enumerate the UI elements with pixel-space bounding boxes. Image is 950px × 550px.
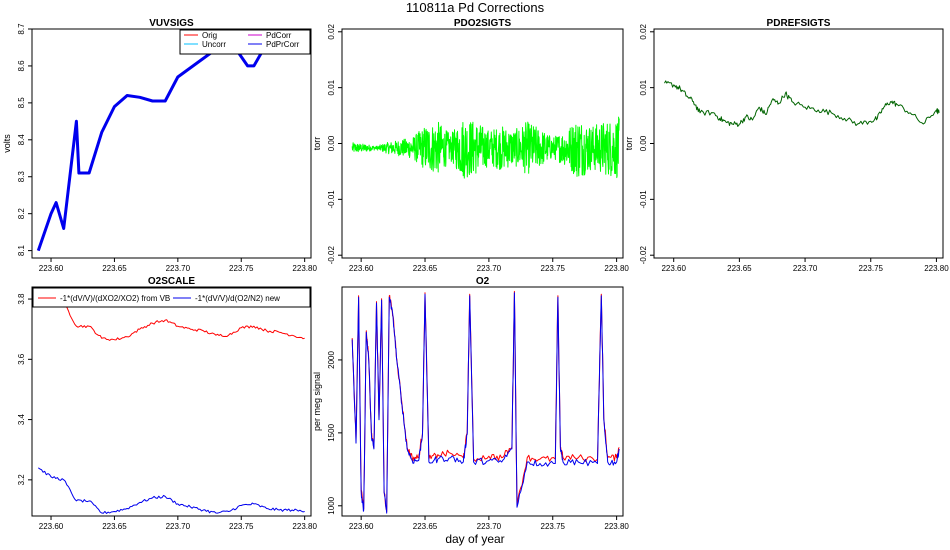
x-tick-label: 223.75 bbox=[859, 264, 884, 273]
figure-suptitle: 110811a Pd Corrections bbox=[406, 0, 545, 15]
x-tick-label: 223.65 bbox=[102, 264, 127, 273]
y-tick-label: 8.6 bbox=[17, 60, 26, 72]
y-tick-label: 0.00 bbox=[639, 135, 648, 151]
x-tick-label: 223.80 bbox=[924, 264, 949, 273]
x-tick-label: 223.70 bbox=[477, 264, 502, 273]
x-tick-label: 223.65 bbox=[413, 264, 438, 273]
y-tick-label: 8.3 bbox=[17, 171, 26, 183]
legend-label: Uncorr bbox=[202, 40, 226, 49]
legend-label: -1*(dV/V)/(dXO2/XO2) from VB bbox=[60, 294, 170, 303]
legend-label: PdCorr bbox=[266, 31, 292, 40]
plot-frame bbox=[31, 28, 312, 259]
y-tick-label: 0.01 bbox=[639, 79, 648, 95]
x-tick-label: 223.75 bbox=[229, 264, 254, 273]
series-line-o2-1 bbox=[351, 292, 620, 514]
panel-pdrefsigts: PDREFSIGTS 223.60 223.65 223.70 223.75 223.80… bbox=[624, 18, 949, 273]
y-tick-label: 0.02 bbox=[327, 23, 336, 39]
y-tick-label: 3.4 bbox=[17, 413, 26, 425]
y-tick-label: -0.02 bbox=[327, 246, 336, 265]
y-tick-label: 0.00 bbox=[327, 135, 336, 151]
y-tick-label: 2000 bbox=[327, 350, 336, 368]
x-tick-label: 223.60 bbox=[349, 522, 374, 531]
series-line-pdo2sigts-0 bbox=[351, 116, 620, 179]
x-tick-label: 223.80 bbox=[604, 522, 629, 531]
y-axis-label: per meg signal bbox=[312, 372, 322, 431]
series-group bbox=[351, 290, 620, 514]
x-tick-label: 223.65 bbox=[727, 264, 752, 273]
plot-frame bbox=[341, 286, 624, 517]
y-tick-label: 8.7 bbox=[17, 23, 26, 35]
x-tick-label: 223.60 bbox=[661, 264, 686, 273]
x-tick-label: 223.65 bbox=[413, 522, 438, 531]
x-tick-label: 223.70 bbox=[793, 264, 818, 273]
y-tick-label: 8.1 bbox=[17, 245, 26, 257]
chart-panels: VUVSIGS 223.60 223.65 223.70 223.75 223.80 8.1… bbox=[2, 18, 949, 531]
x-tick-label: 223.60 bbox=[349, 264, 374, 273]
x-tick-label: 223.65 bbox=[102, 522, 127, 531]
y-tick-label: -0.02 bbox=[639, 246, 648, 265]
x-tick-label: 223.60 bbox=[39, 264, 64, 273]
y-axis-label: torr bbox=[624, 137, 634, 151]
panel-o2scale: O2SCALE 223.60 223.65 223.70 223.75 223.80 3.2… bbox=[17, 276, 317, 531]
figure-xlabel: day of year bbox=[445, 532, 504, 546]
x-tick-label: 223.80 bbox=[292, 264, 317, 273]
panel-pdo2sigts: PDO2SIGTS 223.60 223.65 223.70 223.75 223.80 -… bbox=[312, 18, 629, 273]
series-group bbox=[36, 43, 268, 252]
series-line-o2scale-0 bbox=[37, 287, 305, 341]
y-tick-label: 0.01 bbox=[327, 79, 336, 95]
y-tick-label: 8.4 bbox=[17, 134, 26, 146]
y-tick-label: -0.01 bbox=[639, 190, 648, 209]
x-tick-label: 223.70 bbox=[166, 264, 191, 273]
y-axis-label: volts bbox=[2, 134, 12, 153]
panel-title: PDREFSIGTS bbox=[767, 18, 831, 29]
y-tick-label: 0.02 bbox=[639, 23, 648, 39]
legend-box bbox=[179, 29, 311, 55]
panel-title: PDO2SIGTS bbox=[454, 18, 512, 29]
y-tick-label: 1500 bbox=[327, 423, 336, 441]
legend-label: -1*(dV/V)/d(O2/N2) new bbox=[195, 294, 280, 303]
legend-label: Orig bbox=[202, 31, 217, 40]
panel-o2: O2 223.60 223.65 223.70 223.75 223.80 1000 1500… bbox=[312, 276, 629, 531]
y-tick-label: 3.6 bbox=[17, 353, 26, 365]
y-tick-label: 8.2 bbox=[17, 208, 26, 220]
y-tick-label: 3.2 bbox=[17, 474, 26, 486]
panel-title: O2 bbox=[476, 276, 490, 287]
x-tick-label: 223.75 bbox=[541, 264, 566, 273]
legend-box bbox=[32, 287, 311, 308]
x-tick-label: 223.75 bbox=[541, 522, 566, 531]
series-line-pdrefsigts-0 bbox=[664, 80, 940, 127]
x-tick-label: 223.80 bbox=[292, 522, 317, 531]
panel-title: VUVSIGS bbox=[149, 18, 194, 29]
plot-frame bbox=[31, 286, 312, 517]
series-group bbox=[351, 116, 620, 179]
series-group bbox=[664, 80, 940, 127]
y-tick-label: 1000 bbox=[327, 496, 336, 514]
x-tick-label: 223.70 bbox=[166, 522, 191, 531]
x-tick-label: 223.70 bbox=[477, 522, 502, 531]
series-line-o2-0 bbox=[351, 290, 620, 513]
legend-label: PdPrCorr bbox=[266, 40, 300, 49]
y-tick-label: 3.8 bbox=[17, 293, 26, 305]
y-tick-label: 8.5 bbox=[17, 97, 26, 109]
y-tick-label: -0.01 bbox=[327, 190, 336, 209]
series-group bbox=[37, 287, 305, 514]
y-axis-label: torr bbox=[312, 137, 322, 151]
x-tick-label: 223.75 bbox=[229, 522, 254, 531]
panel-vuvsigs: VUVSIGS 223.60 223.65 223.70 223.75 223.80 8.1… bbox=[2, 18, 317, 273]
x-tick-label: 223.60 bbox=[39, 522, 64, 531]
plot-frame bbox=[653, 28, 944, 259]
panel-title: O2SCALE bbox=[148, 276, 196, 287]
series-line-o2scale-1 bbox=[37, 467, 305, 514]
series-line-vuvsigs-3 bbox=[36, 43, 268, 252]
x-tick-label: 223.80 bbox=[604, 264, 629, 273]
